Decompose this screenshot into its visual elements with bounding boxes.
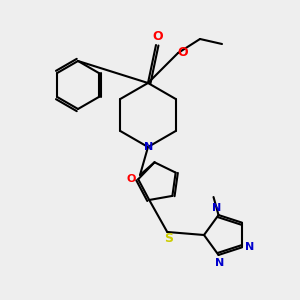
Text: O: O xyxy=(127,174,136,184)
Text: O: O xyxy=(153,29,163,43)
Text: N: N xyxy=(245,242,255,252)
Text: O: O xyxy=(178,46,188,59)
Text: N: N xyxy=(215,258,224,268)
Text: N: N xyxy=(144,142,154,152)
Text: N: N xyxy=(212,203,221,213)
Text: S: S xyxy=(164,232,173,245)
